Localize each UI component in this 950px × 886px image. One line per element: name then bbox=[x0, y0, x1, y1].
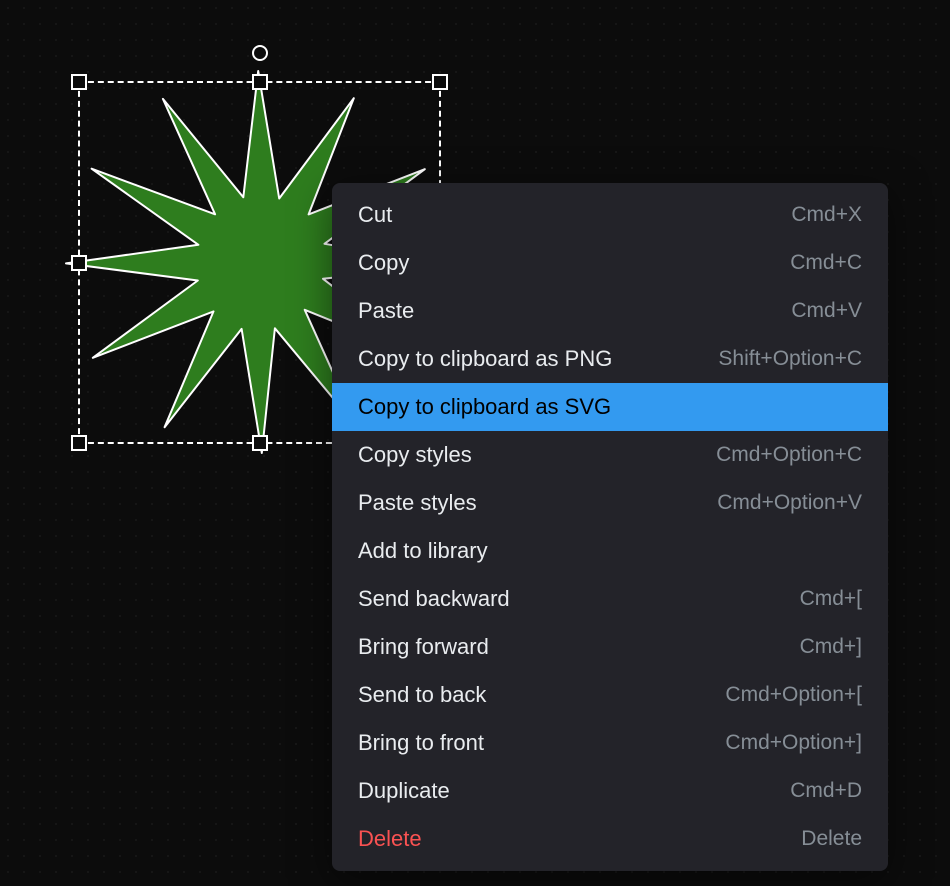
menu-item-label: Duplicate bbox=[358, 778, 450, 804]
rotate-handle[interactable] bbox=[252, 45, 268, 61]
menu-item-shortcut: Cmd+Option+] bbox=[725, 731, 862, 755]
menu-item-label: Send to back bbox=[358, 682, 486, 708]
menu-item-label: Copy to clipboard as SVG bbox=[358, 394, 611, 420]
menu-item-delete[interactable]: Delete Delete bbox=[332, 815, 888, 863]
menu-item-shortcut: Cmd+Option+C bbox=[716, 443, 862, 467]
menu-item-shortcut: Shift+Option+C bbox=[718, 347, 862, 371]
menu-item-send-to-back[interactable]: Send to back Cmd+Option+[ bbox=[332, 671, 888, 719]
menu-item-shortcut: Cmd+X bbox=[791, 203, 862, 227]
menu-item-duplicate[interactable]: Duplicate Cmd+D bbox=[332, 767, 888, 815]
menu-item-copy-to-clipboard-as-png[interactable]: Copy to clipboard as PNG Shift+Option+C bbox=[332, 335, 888, 383]
resize-handle-middle-left[interactable] bbox=[71, 255, 87, 271]
menu-item-add-to-library[interactable]: Add to library bbox=[332, 527, 888, 575]
resize-handle-bottom-left[interactable] bbox=[71, 435, 87, 451]
resize-handle-top-right[interactable] bbox=[432, 74, 448, 90]
menu-item-copy[interactable]: Copy Cmd+C bbox=[332, 239, 888, 287]
menu-item-shortcut: Cmd+C bbox=[790, 251, 862, 275]
menu-item-paste[interactable]: Paste Cmd+V bbox=[332, 287, 888, 335]
menu-item-shortcut: Cmd+D bbox=[790, 779, 862, 803]
menu-item-label: Delete bbox=[358, 826, 422, 852]
menu-item-shortcut: Cmd+] bbox=[800, 635, 862, 659]
menu-item-label: Send backward bbox=[358, 586, 510, 612]
resize-handle-top-left[interactable] bbox=[71, 74, 87, 90]
resize-handle-top-middle[interactable] bbox=[252, 74, 268, 90]
menu-item-shortcut: Cmd+V bbox=[791, 299, 862, 323]
menu-item-label: Paste styles bbox=[358, 490, 477, 516]
menu-item-cut[interactable]: Cut Cmd+X bbox=[332, 191, 888, 239]
menu-item-label: Add to library bbox=[358, 538, 488, 564]
menu-item-send-backward[interactable]: Send backward Cmd+[ bbox=[332, 575, 888, 623]
context-menu[interactable]: Cut Cmd+X Copy Cmd+C Paste Cmd+V Copy to clipb… bbox=[332, 183, 888, 871]
menu-item-label: Bring to front bbox=[358, 730, 484, 756]
menu-item-copy-styles[interactable]: Copy styles Cmd+Option+C bbox=[332, 431, 888, 479]
menu-item-label: Cut bbox=[358, 202, 392, 228]
menu-item-shortcut: Cmd+[ bbox=[800, 587, 862, 611]
menu-item-bring-forward[interactable]: Bring forward Cmd+] bbox=[332, 623, 888, 671]
menu-item-paste-styles[interactable]: Paste styles Cmd+Option+V bbox=[332, 479, 888, 527]
menu-item-shortcut: Delete bbox=[801, 827, 862, 851]
menu-item-copy-to-clipboard-as-svg[interactable]: Copy to clipboard as SVG bbox=[332, 383, 888, 431]
menu-item-label: Copy to clipboard as PNG bbox=[358, 346, 612, 372]
menu-item-bring-to-front[interactable]: Bring to front Cmd+Option+] bbox=[332, 719, 888, 767]
menu-item-shortcut: Cmd+Option+V bbox=[717, 491, 862, 515]
menu-item-shortcut: Cmd+Option+[ bbox=[725, 683, 862, 707]
menu-item-label: Paste bbox=[358, 298, 414, 324]
menu-item-label: Bring forward bbox=[358, 634, 489, 660]
menu-item-label: Copy bbox=[358, 250, 409, 276]
resize-handle-bottom-middle[interactable] bbox=[252, 435, 268, 451]
menu-item-label: Copy styles bbox=[358, 442, 472, 468]
